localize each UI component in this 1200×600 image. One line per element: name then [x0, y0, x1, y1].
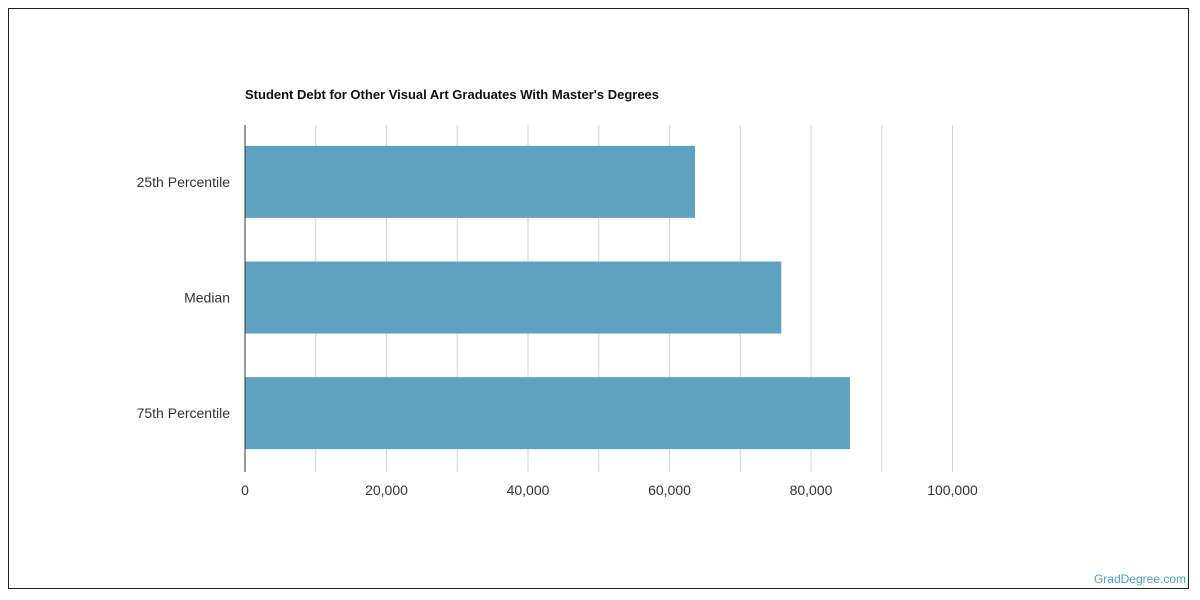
source-credit[interactable]: GradDegree.com: [1093, 572, 1186, 586]
category-label: 75th Percentile: [137, 405, 231, 421]
bar[interactable]: [245, 261, 782, 334]
x-tick-label: 20,000: [365, 482, 408, 498]
category-label: 25th Percentile: [137, 174, 231, 190]
bars: [245, 145, 850, 450]
bar[interactable]: [245, 377, 850, 450]
category-label: Median: [184, 290, 230, 306]
category-labels: 25th Percentile Median 75th Percentile: [137, 174, 231, 421]
x-tick-label: 80,000: [790, 482, 833, 498]
bar[interactable]: [245, 145, 695, 218]
x-tick-label: 0: [241, 482, 249, 498]
x-tick-label: 100,000: [927, 482, 978, 498]
chart-title: Student Debt for Other Visual Art Gradua…: [245, 87, 659, 102]
x-tick-labels: 0 20,000 40,000 60,000 80,000 100,000: [241, 482, 978, 498]
x-tick-label: 60,000: [648, 482, 691, 498]
x-tick-label: 40,000: [507, 482, 550, 498]
